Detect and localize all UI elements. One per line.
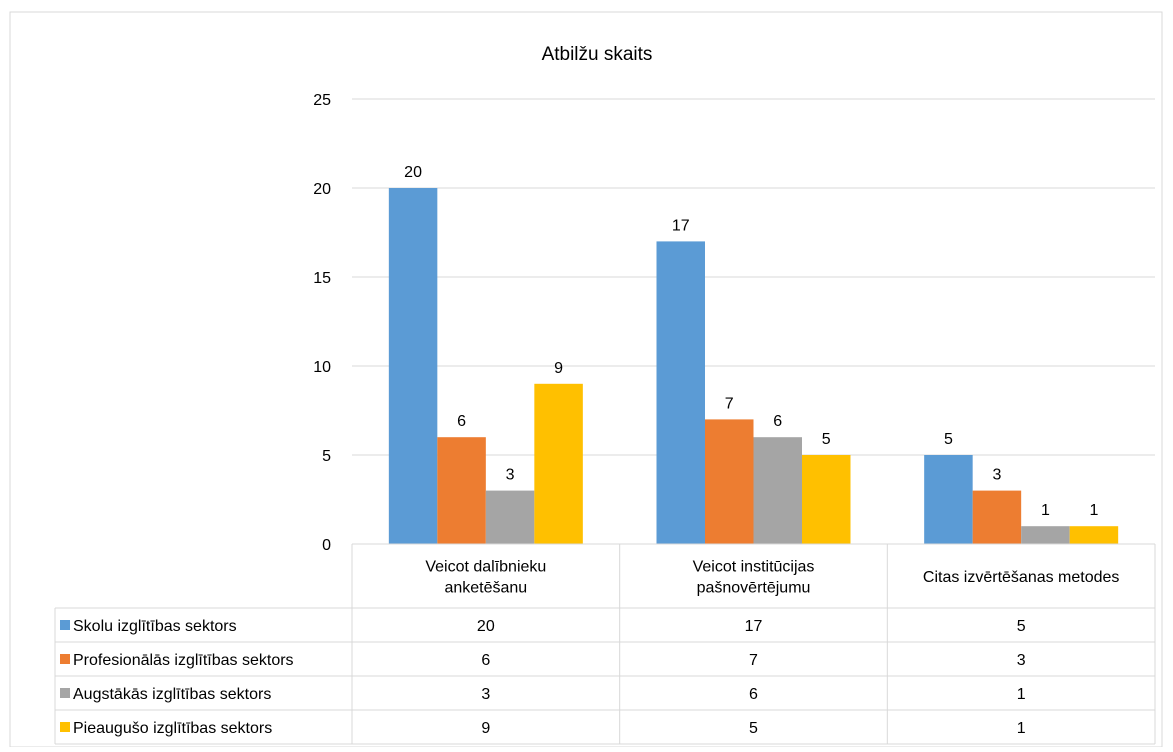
- data-label: 5: [822, 431, 831, 448]
- data-label: 6: [773, 413, 782, 430]
- category-label: Veicot dalībnieku anketēšanu: [425, 559, 546, 597]
- category-label: Veicot institūcijas pašnovērtējumu: [693, 559, 815, 597]
- bar: [534, 383, 583, 544]
- legend-label: Pieaugušo izglītības sektors: [73, 720, 272, 737]
- bar: [485, 490, 535, 544]
- table-cell: 5: [1017, 618, 1026, 635]
- data-label: 5: [944, 431, 953, 448]
- bars: [388, 188, 1119, 544]
- table-cell: 3: [1017, 652, 1026, 669]
- grid: [352, 98, 1155, 456]
- legend-key: [60, 688, 70, 698]
- bar: [437, 437, 486, 544]
- chart-title: Atbilžu skaits: [542, 44, 653, 65]
- y-tick-label: 5: [322, 448, 331, 465]
- y-tick-label: 25: [313, 92, 331, 109]
- bar: [656, 241, 705, 544]
- bar: [1021, 526, 1070, 544]
- bar: [705, 419, 754, 544]
- bar: [1069, 526, 1119, 544]
- legend-key: [60, 620, 70, 630]
- category-label: Citas izvērtēšanas metodes: [923, 569, 1120, 586]
- table-cell: 9: [481, 720, 490, 737]
- table-cell: 1: [1017, 720, 1026, 737]
- category-label-line: Veicot institūcijas: [693, 559, 815, 576]
- table-cell: 5: [749, 720, 758, 737]
- category-label-line: Veicot dalībnieku: [425, 559, 546, 576]
- bar: [924, 455, 973, 544]
- data-label: 9: [554, 360, 563, 377]
- data-label: 1: [1089, 502, 1098, 519]
- category-label-line: Citas izvērtēšanas metodes: [923, 569, 1120, 586]
- data-label: 6: [457, 413, 466, 430]
- legend-key: [60, 654, 70, 664]
- y-tick-label: 20: [313, 181, 331, 198]
- table-cell: 1: [1017, 686, 1026, 703]
- table-cell: 20: [477, 618, 495, 635]
- data-label: 1: [1041, 502, 1050, 519]
- legend-key: [60, 722, 70, 732]
- bar: [388, 188, 438, 544]
- legend-label: Skolu izglītības sektors: [73, 618, 237, 635]
- legend-label: Augstākās izglītības sektors: [73, 686, 271, 703]
- category-label-line: pašnovērtējumu: [697, 580, 811, 597]
- data-label: 17: [672, 217, 690, 234]
- chart-border: [9, 11, 1163, 748]
- table-cell: 6: [481, 652, 490, 669]
- y-axis-ticks: 0 5 10 15 20 25: [313, 92, 331, 554]
- bar: [972, 490, 1022, 544]
- data-label: 7: [725, 395, 734, 412]
- category-label-line: anketēšanu: [444, 580, 527, 597]
- table-cell: 6: [749, 686, 758, 703]
- data-label: 3: [506, 467, 515, 484]
- y-tick-label: 15: [313, 270, 331, 287]
- data-label: 20: [404, 164, 422, 181]
- table-cell: 7: [749, 652, 758, 669]
- data-table: Veicot dalībnieku anketēšanu Veicot instit…: [54, 543, 1156, 745]
- bar: [802, 455, 851, 544]
- data-labels: 20 6 3 9 17 7 6 5 5 3 1 1: [404, 164, 1098, 519]
- y-tick-label: 0: [322, 537, 331, 554]
- bar: [753, 437, 802, 544]
- legend-label: Profesionālās izglītības sektors: [73, 652, 294, 669]
- table-cell: 17: [745, 618, 763, 635]
- y-tick-label: 10: [313, 359, 331, 376]
- table-cell: 3: [481, 686, 490, 703]
- data-label: 3: [992, 467, 1001, 484]
